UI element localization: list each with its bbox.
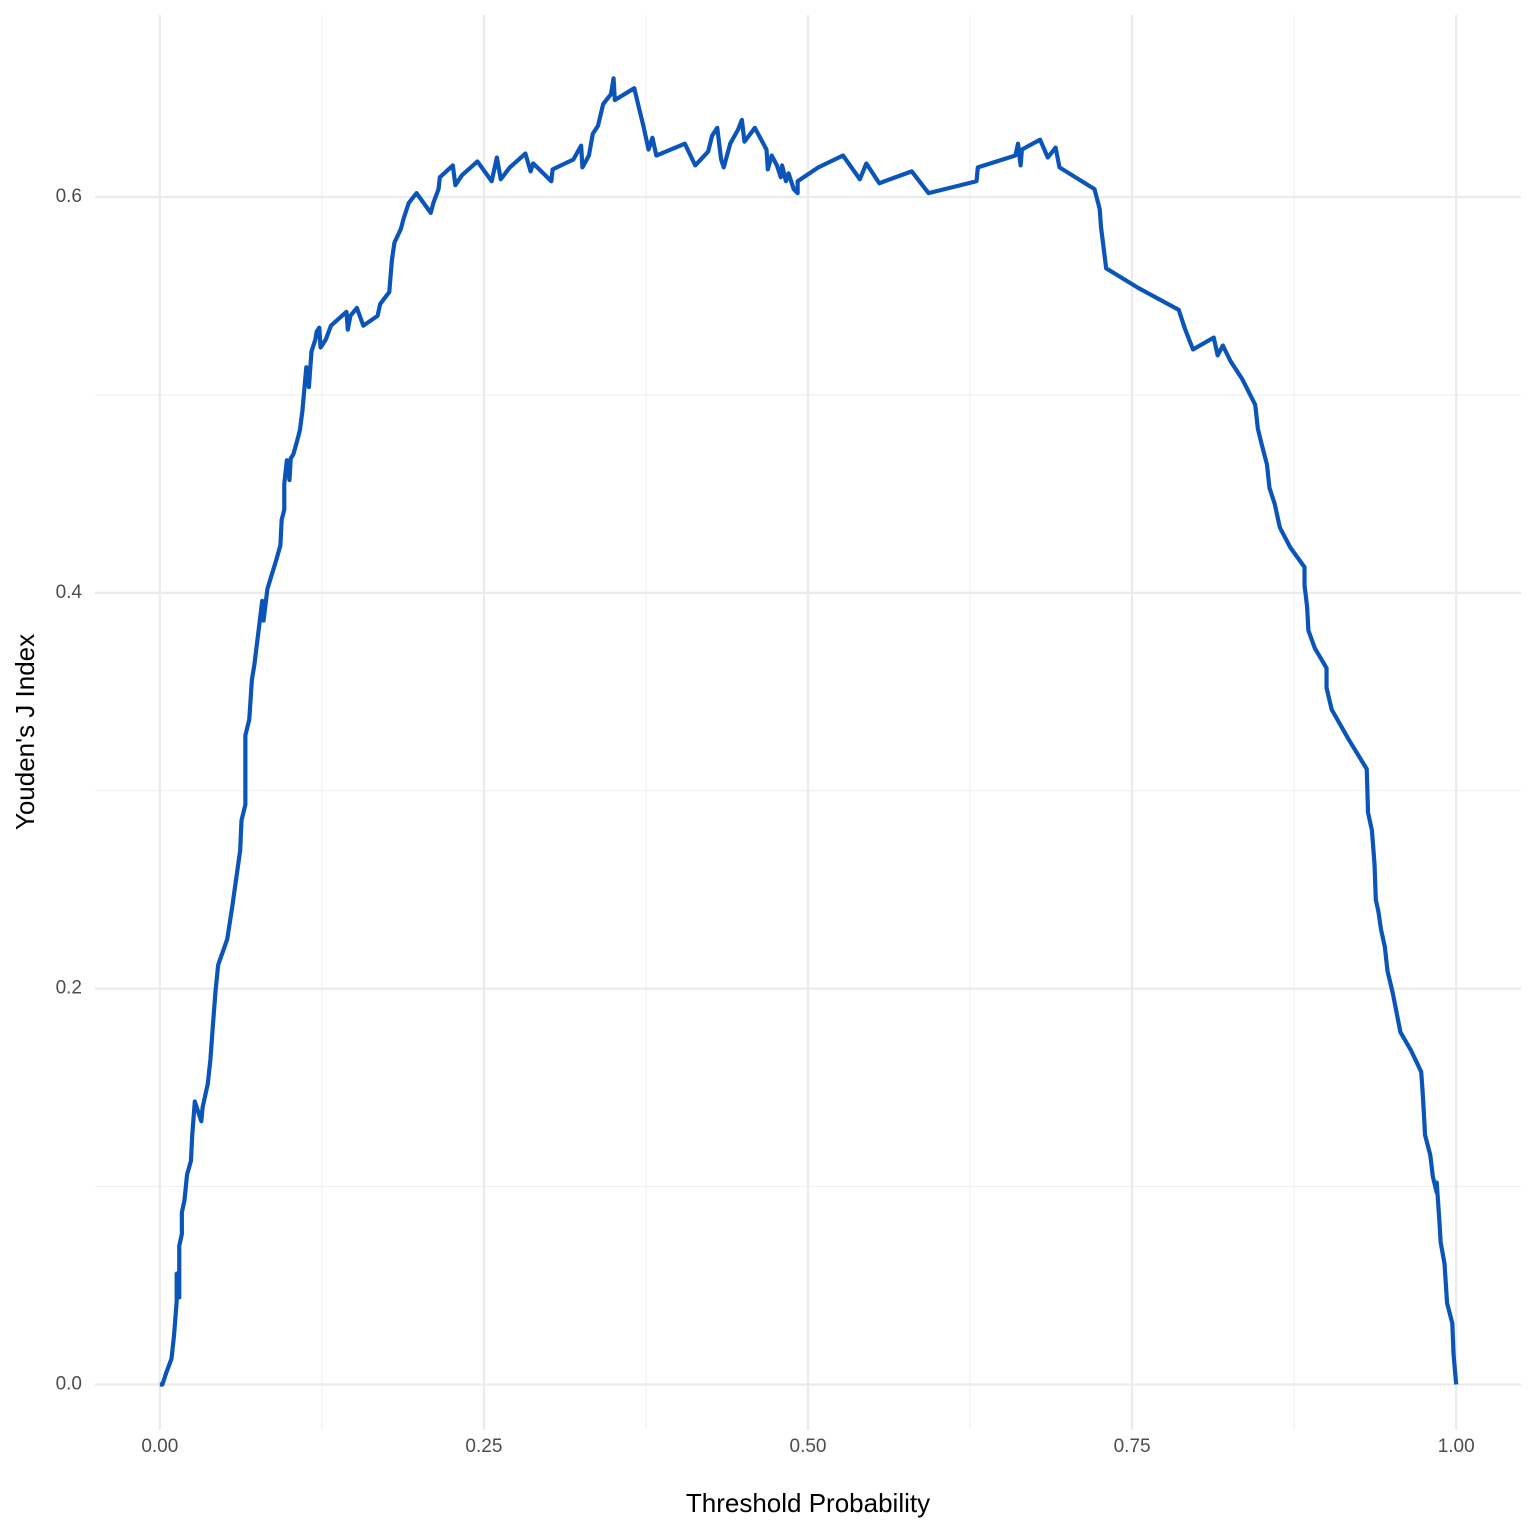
x-tick-label: 0.00 (141, 1436, 178, 1457)
y-tick-label: 0.6 (56, 186, 82, 207)
y-tick-label: 0.0 (56, 1373, 82, 1394)
x-tick-label: 0.75 (1114, 1436, 1151, 1457)
x-tick-label: 0.50 (790, 1436, 827, 1457)
x-tick-label: 0.25 (465, 1436, 502, 1457)
x-axis-title: Threshold Probability (686, 1488, 930, 1518)
y-tick-label: 0.2 (56, 978, 82, 999)
y-axis-title: Youden's J Index (10, 634, 40, 830)
x-tick-label: 1.00 (1438, 1436, 1475, 1457)
data-line (159, 76, 1459, 1387)
y-tick-label: 0.4 (56, 582, 83, 603)
